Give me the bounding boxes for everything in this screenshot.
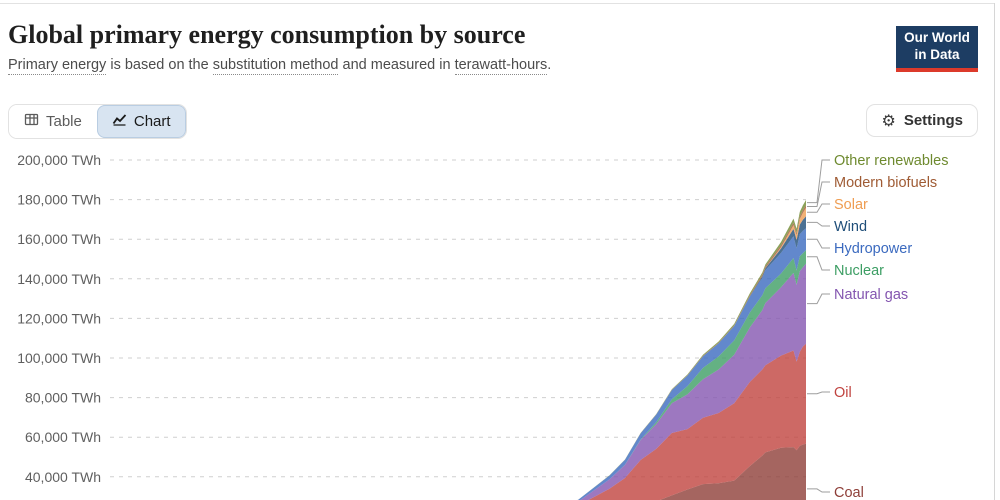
y-axis-tick-label: 80,000 TWh xyxy=(25,390,101,406)
legend-connector xyxy=(807,238,830,249)
chart-subtitle: Primary energy is based on the substitut… xyxy=(8,57,880,75)
legend-label-other-renewables[interactable]: Other renewables xyxy=(834,153,948,169)
subtitle-text: . xyxy=(547,57,552,73)
legend-connector xyxy=(807,391,830,395)
tab-chart[interactable]: Chart xyxy=(96,105,186,138)
legend-label-solar[interactable]: Solar xyxy=(834,197,868,213)
gear-icon: ⚙ xyxy=(881,110,896,130)
legend-label-natural-gas[interactable]: Natural gas xyxy=(834,287,908,303)
y-axis-tick-label: 100,000 TWh xyxy=(17,350,101,366)
y-axis-tick-label: 160,000 TWh xyxy=(17,231,101,247)
y-axis-tick-label: 180,000 TWh xyxy=(17,192,101,208)
settings-button[interactable]: ⚙ Settings xyxy=(866,104,978,137)
y-axis-tick-label: 60,000 TWh xyxy=(25,429,101,445)
legend-label-modern-biofuels[interactable]: Modern biofuels xyxy=(834,175,937,191)
definition-term[interactable]: Primary energy xyxy=(8,57,107,75)
chart-header: Global primary energy consumption by sou… xyxy=(8,20,880,75)
y-axis-tick-label: 40,000 TWh xyxy=(25,469,101,485)
frame-border-right xyxy=(994,3,995,500)
area-hydropower[interactable] xyxy=(110,228,806,500)
legend-label-coal[interactable]: Coal xyxy=(834,485,864,500)
legend-connector xyxy=(807,488,830,493)
legend-label-oil[interactable]: Oil xyxy=(834,385,852,401)
settings-label: Settings xyxy=(903,112,963,129)
tab-chart-label: Chart xyxy=(133,113,171,130)
table-icon xyxy=(24,112,39,131)
legend-connector xyxy=(807,203,830,213)
tab-table[interactable]: Table xyxy=(9,105,97,138)
definition-term[interactable]: terawatt-hours xyxy=(454,57,548,75)
frame-border-top xyxy=(0,3,995,4)
y-axis-tick-label: 140,000 TWh xyxy=(17,271,101,287)
area-nuclear[interactable] xyxy=(110,250,806,500)
legend-connector xyxy=(807,159,830,204)
area-oil[interactable] xyxy=(110,343,806,500)
legend-connector xyxy=(807,181,830,207)
definition-term[interactable]: substitution method xyxy=(212,57,339,75)
legend-connector xyxy=(807,221,830,227)
view-tab-group: Table Chart xyxy=(8,104,187,139)
legend-label-hydropower[interactable]: Hydropower xyxy=(834,241,912,257)
stacked-area-chart[interactable]: 200,000 TWh 180,000 TWh 160,000 TWh 140,000… xyxy=(0,145,1000,500)
owid-logo-line2: in Data xyxy=(914,47,960,62)
line-chart-icon xyxy=(112,112,127,131)
legend-connector xyxy=(807,293,830,305)
page-title: Global primary energy consumption by sou… xyxy=(8,20,526,49)
y-axis-tick-label: 120,000 TWh xyxy=(17,310,101,326)
subtitle-text: is based on the xyxy=(106,57,213,73)
controls-row: Table Chart ⚙ Settings xyxy=(8,104,978,139)
area-natural-gas[interactable] xyxy=(110,263,806,500)
owid-logo[interactable]: Our World in Data xyxy=(896,26,978,72)
tab-table-label: Table xyxy=(46,113,82,130)
subtitle-text: and measured in xyxy=(338,57,455,73)
area-coal[interactable] xyxy=(110,443,806,500)
y-axis-tick-label: 200,000 TWh xyxy=(17,152,101,168)
legend-label-wind[interactable]: Wind xyxy=(834,219,867,235)
legend-connector xyxy=(807,256,830,271)
owid-logo-line1: Our World xyxy=(904,30,970,46)
legend-label-nuclear[interactable]: Nuclear xyxy=(834,263,884,279)
